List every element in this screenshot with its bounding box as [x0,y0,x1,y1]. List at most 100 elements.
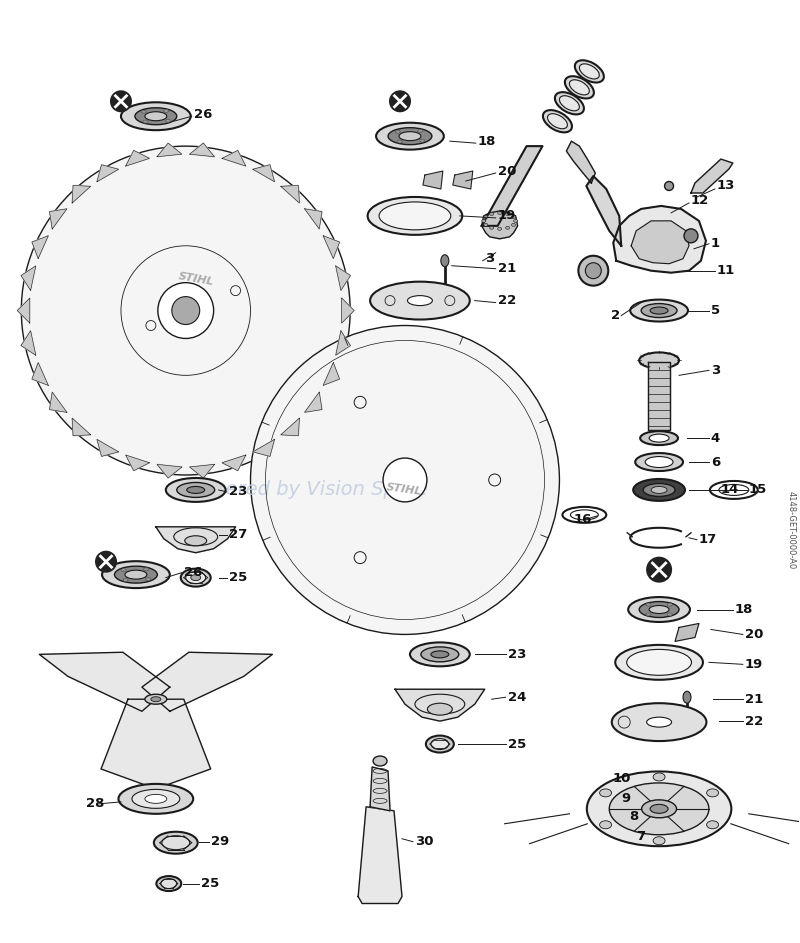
Ellipse shape [649,605,669,614]
Ellipse shape [579,64,599,79]
Ellipse shape [154,832,198,853]
Ellipse shape [543,110,572,132]
Ellipse shape [667,604,672,606]
Ellipse shape [395,130,400,133]
Ellipse shape [490,212,494,215]
Polygon shape [32,236,48,258]
Ellipse shape [665,181,674,190]
Polygon shape [423,171,443,189]
Ellipse shape [186,487,205,493]
Polygon shape [21,331,36,356]
Text: 17: 17 [699,533,718,546]
Circle shape [586,263,602,279]
Ellipse shape [368,197,462,235]
Ellipse shape [633,479,685,501]
Text: 1: 1 [711,238,720,250]
Text: 8: 8 [630,810,638,823]
Polygon shape [72,418,90,436]
Text: 24: 24 [508,690,526,703]
Ellipse shape [379,202,451,230]
Ellipse shape [615,645,703,680]
Ellipse shape [122,569,126,571]
Circle shape [172,297,200,324]
Ellipse shape [646,604,651,606]
Text: 22: 22 [745,715,763,728]
Polygon shape [305,208,322,229]
Ellipse shape [145,112,167,121]
Ellipse shape [600,789,611,797]
Polygon shape [253,439,274,456]
Polygon shape [586,176,622,246]
Polygon shape [395,689,485,721]
Ellipse shape [441,255,449,267]
Ellipse shape [667,613,672,616]
Ellipse shape [177,483,214,497]
Polygon shape [50,392,67,412]
Polygon shape [453,171,473,189]
Text: 14: 14 [721,484,739,496]
Ellipse shape [626,650,691,675]
Text: 4: 4 [711,432,720,444]
Ellipse shape [166,478,226,502]
Polygon shape [97,165,118,182]
Ellipse shape [575,60,604,83]
Ellipse shape [498,211,502,214]
Ellipse shape [376,123,444,150]
Text: 15: 15 [749,484,767,496]
Text: 21: 21 [745,693,763,705]
Polygon shape [156,527,235,553]
Ellipse shape [123,578,128,582]
Ellipse shape [388,127,432,144]
Polygon shape [281,186,299,203]
Polygon shape [126,150,150,166]
Ellipse shape [190,574,201,581]
Ellipse shape [484,215,488,219]
Ellipse shape [683,691,691,703]
Polygon shape [566,141,595,183]
Ellipse shape [426,736,454,753]
Text: 6: 6 [711,455,720,469]
Polygon shape [323,362,339,386]
Ellipse shape [555,92,584,114]
Text: 18: 18 [735,603,754,616]
Text: 25: 25 [229,571,247,584]
Ellipse shape [102,561,170,588]
Ellipse shape [145,694,167,704]
Polygon shape [32,362,48,386]
Ellipse shape [373,756,387,766]
Ellipse shape [706,789,718,797]
Ellipse shape [646,613,651,616]
Circle shape [383,458,427,502]
Ellipse shape [635,453,683,471]
Ellipse shape [151,697,161,702]
Ellipse shape [628,597,690,622]
Ellipse shape [587,771,731,846]
Ellipse shape [407,295,432,306]
Ellipse shape [132,789,180,808]
Text: 3: 3 [485,252,494,265]
Polygon shape [39,653,170,711]
Polygon shape [157,143,182,157]
Text: 26: 26 [184,566,202,579]
Polygon shape [336,266,350,290]
Polygon shape [648,362,670,430]
Ellipse shape [482,220,486,223]
Polygon shape [126,455,150,471]
Ellipse shape [145,794,167,803]
Text: 20: 20 [745,628,763,641]
Ellipse shape [164,109,169,112]
Text: 10: 10 [612,772,630,786]
Circle shape [250,325,559,635]
Ellipse shape [181,569,210,587]
Ellipse shape [135,108,177,124]
Polygon shape [358,807,402,903]
Text: 23: 23 [229,486,247,499]
Ellipse shape [498,227,502,230]
Ellipse shape [431,651,449,658]
Ellipse shape [511,223,515,226]
Polygon shape [675,623,699,641]
Ellipse shape [431,738,449,750]
Polygon shape [323,236,339,258]
Polygon shape [342,298,354,323]
Ellipse shape [506,226,510,229]
